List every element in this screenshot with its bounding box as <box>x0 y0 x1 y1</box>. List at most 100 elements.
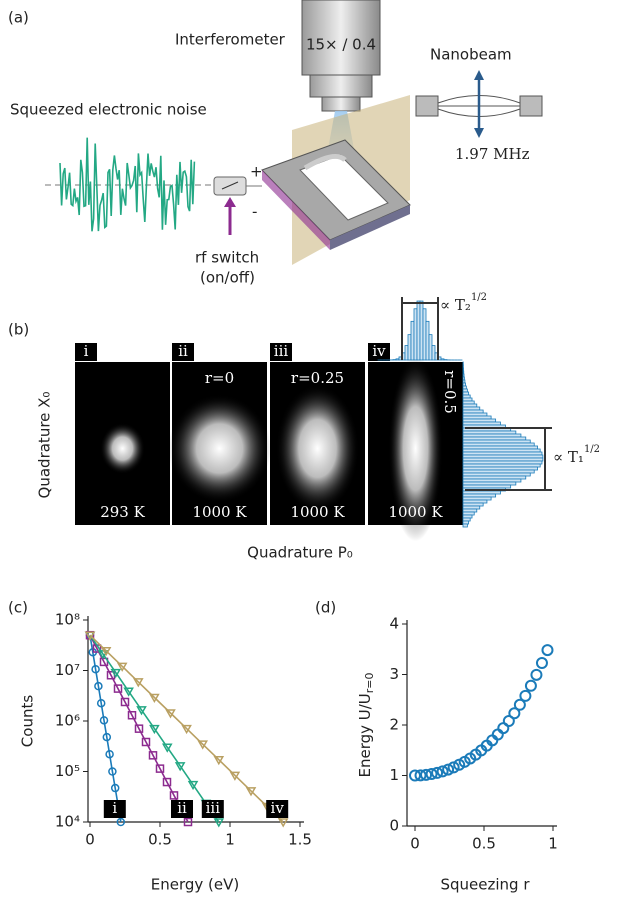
histogram-bar <box>462 454 544 459</box>
histogram-bar <box>462 499 488 504</box>
histogram-bar <box>462 370 465 375</box>
data-point <box>133 678 144 688</box>
data-point <box>105 749 114 759</box>
data-point <box>134 724 144 733</box>
data-point <box>120 697 130 707</box>
data-point <box>436 765 449 778</box>
data-point <box>519 689 532 702</box>
histogram-bar <box>410 320 415 361</box>
width-exponent: 1/2 <box>471 292 487 303</box>
data-point <box>541 644 554 657</box>
histogram-bar <box>462 418 497 423</box>
data-point <box>502 715 515 728</box>
histogram-bar <box>462 496 492 501</box>
histogram-bar <box>428 334 433 361</box>
image-tag: iii <box>274 342 289 360</box>
data-point <box>245 787 257 797</box>
data-point <box>155 764 165 773</box>
panel-label: (b) <box>8 321 29 339</box>
data-point <box>213 818 225 828</box>
histogram-bar <box>395 358 400 361</box>
series-tag-box <box>171 800 193 818</box>
data-point <box>165 709 176 719</box>
histogram-bar <box>462 394 471 399</box>
plus-sign: + <box>250 163 263 181</box>
histogram-bar <box>462 466 538 471</box>
image-tag-box <box>270 343 292 361</box>
image-tag: i <box>84 342 89 360</box>
histogram-bar <box>462 469 535 474</box>
histogram-bar <box>462 475 527 480</box>
histogram-bar <box>462 442 535 447</box>
histogram-bar <box>462 412 488 417</box>
histogram-bar <box>462 379 466 384</box>
nanobeam-label: Nanobeam <box>430 46 512 64</box>
data-point <box>530 668 543 681</box>
image-tag-box <box>75 343 97 361</box>
data-point <box>113 684 123 693</box>
histogram-bar <box>440 358 445 361</box>
noise-label: Squeezed electronic noise <box>10 101 207 119</box>
switch-state: (on/off) <box>200 269 255 287</box>
y-axis-label-sub: r=0 <box>363 672 376 693</box>
histogram-bar <box>462 514 473 519</box>
series-tag: i <box>112 799 117 817</box>
gaussian-blob <box>388 355 443 542</box>
data-point <box>535 656 548 669</box>
y-tick-label: 10⁴ <box>55 813 80 831</box>
data-point <box>116 817 126 827</box>
histogram-bar <box>462 421 501 426</box>
gaussian-blob <box>275 384 360 513</box>
frequency-label: 1.97 MHz <box>455 145 530 163</box>
data-point <box>110 668 122 679</box>
series-tag: ii <box>177 799 187 817</box>
histogram-bar <box>462 463 541 468</box>
histogram-bar <box>462 484 512 489</box>
x-tick-label: 0.5 <box>472 835 496 853</box>
histogram-bar <box>462 382 466 387</box>
data-point <box>181 724 192 735</box>
data-point <box>100 647 112 657</box>
data-point <box>141 737 151 747</box>
data-point <box>187 780 199 791</box>
series-line <box>89 634 284 823</box>
data-point <box>97 650 109 660</box>
histogram-bar <box>422 308 427 361</box>
y-tick-label: 10⁶ <box>55 712 80 730</box>
data-point <box>174 762 186 772</box>
data-point <box>149 724 160 735</box>
y-tick-label: 0 <box>389 817 399 835</box>
data-point <box>513 698 526 711</box>
interferometer-label: Interferometer <box>175 31 286 49</box>
histogram-bar <box>462 502 484 507</box>
histogram-bar <box>462 451 543 456</box>
temperature-label: 293 K <box>100 503 145 521</box>
histogram-bar <box>425 320 430 361</box>
histogram-bar <box>462 430 517 435</box>
histogram-bar <box>462 376 465 381</box>
histogram-bar <box>462 403 478 408</box>
histograms <box>377 300 544 528</box>
objective-label: 15× / 0.4 <box>306 36 376 54</box>
data-point <box>414 769 427 782</box>
y-axis-label: Quadrature X₀ <box>36 392 54 499</box>
switch-label: rf switch <box>195 249 259 267</box>
series-tag: iv <box>271 799 285 817</box>
data-point <box>108 767 117 776</box>
histogram-bar <box>462 433 522 438</box>
x-tick-label: 1.5 <box>288 831 312 849</box>
x-tick-label: 1 <box>548 835 558 853</box>
data-point <box>197 740 208 750</box>
minus-sign: - <box>252 203 257 221</box>
y-tick-label: 2 <box>389 716 399 734</box>
histogram-bar <box>462 448 541 453</box>
x-tick-label: 0 <box>85 831 95 849</box>
series-tag: iii <box>206 799 221 817</box>
histogram-bar <box>462 472 531 477</box>
histogram-bar <box>462 517 471 522</box>
histogram-bar <box>404 345 409 361</box>
y-tick-label: 4 <box>389 615 399 633</box>
series-line <box>89 634 189 823</box>
